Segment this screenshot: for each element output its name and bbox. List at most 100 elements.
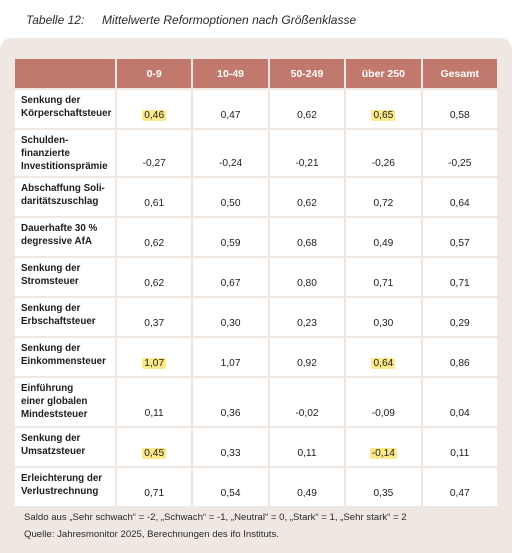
row-label: Einführung einer globalen Mindeststeuer <box>15 378 115 426</box>
value-cell: 0,37 <box>117 298 192 336</box>
row-label-line: Senkung der <box>21 263 81 274</box>
value: 0,67 <box>220 278 241 289</box>
value-cell: 0,50 <box>193 178 268 216</box>
row-label-line: degressive AfA <box>21 236 92 247</box>
value: 0,80 <box>297 278 317 289</box>
value-cell: 0,49 <box>346 218 421 256</box>
value-cell: 0,92 <box>269 338 345 376</box>
value: 0,86 <box>449 358 470 369</box>
value-cell: 0,11 <box>269 428 345 466</box>
column-header: 10-49 <box>193 59 268 88</box>
value-cell: 0,58 <box>422 90 497 128</box>
value-cell: 0,71 <box>422 258 497 296</box>
row-label-line: Erleichterung der <box>21 473 103 484</box>
value-cell: 0,29 <box>422 298 497 336</box>
value-cell: -0,02 <box>269 378 345 426</box>
table-row: Senkung der Umsatzsteuer 0,45 0,33 0,11 -0,14… <box>15 428 497 466</box>
value-cell: 0,35 <box>346 468 421 506</box>
value-cell: 0,11 <box>117 378 192 426</box>
value: 0,47 <box>220 110 241 121</box>
value: 0,11 <box>297 448 317 459</box>
value: 0,71 <box>373 278 394 289</box>
value-cell: 0,30 <box>346 298 421 336</box>
value-cell: 1,07 <box>193 338 268 376</box>
value-cell: 0,65 <box>346 90 421 128</box>
value: -0,27 <box>142 158 166 169</box>
table-body: Senkung der Körperschaftsteuer 0,46 0,47 0,6… <box>15 90 497 506</box>
row-label-line: daritätszuschlag <box>21 196 99 207</box>
value: -0,09 <box>371 408 395 419</box>
table-row: Dauerhafte 30 % degressive AfA 0,62 0,59 0,6… <box>15 218 497 256</box>
value-cell: 0,72 <box>346 178 421 216</box>
value-cell: 0,04 <box>422 378 497 426</box>
value-cell: 0,62 <box>117 258 192 296</box>
value: 0,68 <box>297 238 317 249</box>
highlighted-value: 0,45 <box>142 448 167 459</box>
source-note: Quelle: Jahresmonitor 2025, Berechnungen… <box>24 529 279 540</box>
table-row: Senkung der Körperschaftsteuer 0,46 0,47 0,6… <box>15 90 497 128</box>
header-row: 0-9 10-49 50-249 über 250 Gesamt <box>15 59 497 88</box>
row-label-line: Senkung der <box>21 433 81 444</box>
value-cell: 0,23 <box>269 298 345 336</box>
row-label-line: Einführung <box>21 383 74 394</box>
row-label: Senkung der Erbschaftsteuer <box>15 298 115 336</box>
value-cell: 0,67 <box>193 258 268 296</box>
value: 0,57 <box>449 238 470 249</box>
table-row: Senkung der Erbschaftsteuer 0,37 0,30 0,23 0,… <box>15 298 497 336</box>
row-label: Senkung der Körperschaftsteuer <box>15 90 115 128</box>
value: 0,30 <box>220 318 241 329</box>
value: 0,30 <box>373 318 394 329</box>
value-cell: 0,49 <box>269 468 345 506</box>
value: 0,58 <box>449 110 470 121</box>
column-header: über 250 <box>346 59 421 88</box>
value: 0,62 <box>144 278 165 289</box>
row-label: Erleichterung der Verlustrechnung <box>15 468 115 506</box>
value: 0,59 <box>220 238 241 249</box>
value: 0,04 <box>449 408 470 419</box>
value: 0,37 <box>144 318 165 329</box>
value-cell: -0,09 <box>346 378 421 426</box>
value: 0,11 <box>144 408 164 419</box>
value: 0,11 <box>450 448 470 459</box>
value-cell: 0,11 <box>422 428 497 466</box>
value-cell: -0,25 <box>422 130 497 176</box>
row-label-line: Senkung der <box>21 303 81 314</box>
row-label-line: Körperschaftsteuer <box>21 108 112 119</box>
value-cell: 0,68 <box>269 218 345 256</box>
table-row: Einführung einer globalen Mindeststeuer 0,1… <box>15 378 497 426</box>
value-cell: 0,86 <box>422 338 497 376</box>
row-label-line: Mindeststeuer <box>21 409 88 420</box>
value-cell: 0,47 <box>193 90 268 128</box>
header-corner <box>15 59 115 88</box>
saldo-note: Saldo aus „Sehr schwach“ = -2, „Schwach“… <box>24 512 407 523</box>
highlighted-value: 0,65 <box>371 110 396 121</box>
value-cell: 1,07 <box>117 338 192 376</box>
table-row: Schulden-finanzierte Investitionsprämie -0… <box>15 130 497 176</box>
table-panel: 0-9 10-49 50-249 über 250 Gesamt Senkung… <box>0 38 512 553</box>
value: 0,47 <box>449 488 470 499</box>
value-cell: 0,62 <box>269 178 345 216</box>
row-label-line: Verlustrechnung <box>21 486 99 497</box>
table-row: Senkung der Stromsteuer 0,62 0,67 0,80 0,71 0,… <box>15 258 497 296</box>
value-cell: 0,47 <box>422 468 497 506</box>
value-cell: 0,36 <box>193 378 268 426</box>
table-row: Erleichterung der Verlustrechnung 0,71 0,54… <box>15 468 497 506</box>
value: 0,62 <box>144 238 165 249</box>
value-cell: 0,80 <box>269 258 345 296</box>
row-label: Senkung der Stromsteuer <box>15 258 115 296</box>
row-label-line: Investitionsprämie <box>21 161 108 172</box>
value: 0,71 <box>144 488 165 499</box>
value-cell: 0,71 <box>117 468 192 506</box>
value: -0,02 <box>295 408 319 419</box>
value-cell: -0,27 <box>117 130 192 176</box>
value: 1,07 <box>220 358 241 369</box>
value-cell: 0,61 <box>117 178 192 216</box>
value: 0,62 <box>297 198 317 209</box>
value-cell: 0,71 <box>346 258 421 296</box>
table-title: Mittelwerte Reformoptionen nach Größenkl… <box>102 13 357 27</box>
row-label-line: Stromsteuer <box>21 276 79 287</box>
value: 0,50 <box>220 198 241 209</box>
table-caption: Tabelle 12: Mittelwerte Reformoptionen na… <box>26 13 356 27</box>
value: 0,36 <box>220 408 241 419</box>
value: 0,35 <box>373 488 394 499</box>
